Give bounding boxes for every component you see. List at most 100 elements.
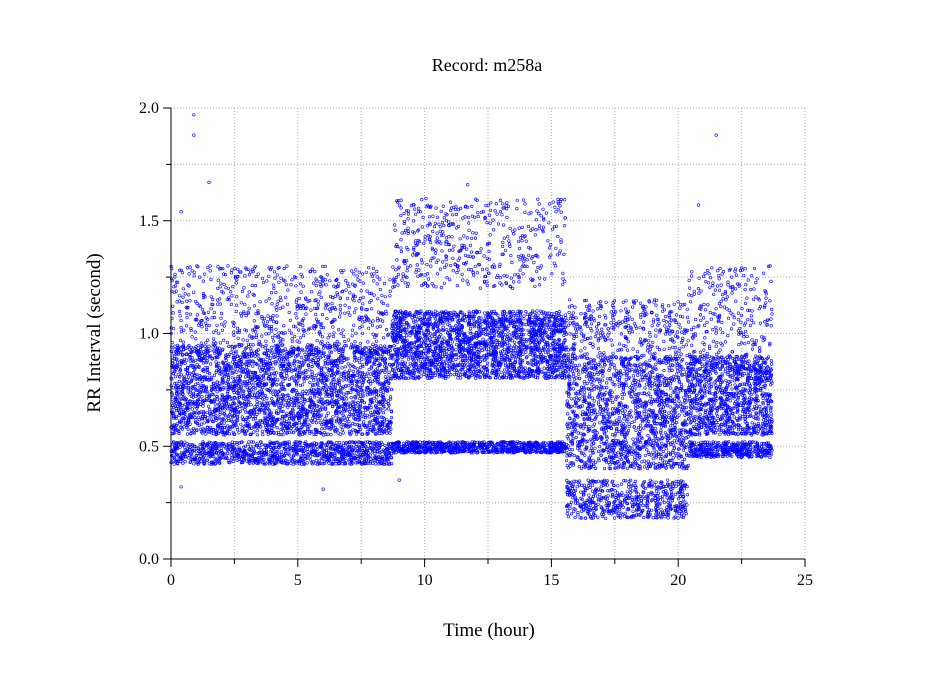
data-point	[247, 440, 251, 444]
data-point	[329, 433, 333, 437]
data-point	[344, 279, 348, 283]
data-point	[225, 391, 230, 395]
data-point	[222, 409, 226, 413]
data-point	[282, 266, 286, 271]
data-point	[384, 368, 388, 372]
data-point	[186, 386, 190, 390]
data-point	[283, 347, 287, 351]
data-point	[277, 334, 281, 339]
data-point	[216, 278, 220, 282]
data-point	[383, 295, 387, 299]
data-point	[259, 369, 263, 373]
data-point	[314, 317, 319, 321]
data-point	[230, 345, 234, 349]
data-point	[204, 341, 208, 345]
data-point	[181, 287, 185, 291]
data-point	[375, 325, 379, 329]
data-point	[298, 336, 303, 340]
data-point	[241, 351, 245, 355]
data-point	[383, 375, 388, 379]
data-point	[387, 373, 391, 377]
data-point	[213, 402, 217, 406]
data-point	[264, 332, 268, 336]
data-point	[373, 449, 377, 453]
data-point	[216, 265, 220, 269]
data-point	[273, 276, 277, 280]
data-point	[207, 392, 211, 396]
data-point	[350, 334, 354, 338]
data-point	[229, 453, 233, 457]
data-point	[240, 289, 244, 294]
data-point	[369, 443, 373, 447]
data-point	[232, 330, 236, 334]
data-point	[370, 307, 374, 311]
data-point	[348, 291, 352, 295]
data-point	[185, 316, 189, 320]
data-point	[354, 307, 358, 311]
data-point	[314, 345, 319, 350]
data-point	[512, 340, 517, 344]
data-point	[239, 301, 243, 305]
data-point	[235, 303, 239, 307]
data-point	[271, 367, 275, 371]
data-point	[318, 420, 322, 425]
data-point	[358, 360, 362, 365]
data-point	[314, 284, 318, 288]
data-point	[371, 342, 375, 346]
data-point	[282, 324, 286, 328]
data-point	[179, 373, 183, 377]
data-point	[194, 337, 198, 341]
data-point	[349, 396, 353, 400]
data-point	[358, 406, 362, 410]
data-point	[328, 333, 332, 337]
data-point	[310, 416, 315, 420]
data-point	[222, 324, 226, 328]
data-point	[208, 411, 212, 415]
data-point	[274, 290, 278, 295]
data-point	[369, 410, 373, 415]
data-point	[215, 323, 219, 327]
data-point	[454, 357, 458, 362]
data-point	[325, 316, 329, 321]
data-point	[368, 420, 372, 424]
data-point	[294, 376, 299, 381]
data-point	[264, 394, 268, 398]
data-point	[298, 282, 303, 286]
data-point	[183, 292, 187, 296]
data-point	[209, 362, 213, 366]
chart-title: Record: m258a	[432, 55, 542, 75]
data-point	[297, 350, 302, 354]
data-point	[282, 367, 286, 371]
data-point	[389, 387, 394, 392]
data-point	[308, 429, 312, 434]
data-point	[205, 454, 209, 458]
data-point	[328, 350, 332, 354]
data-point	[183, 368, 187, 372]
data-point	[288, 318, 293, 323]
data-point	[200, 422, 204, 426]
data-point	[237, 328, 242, 332]
data-point	[328, 309, 333, 313]
data-point	[358, 374, 362, 378]
data-point	[244, 314, 248, 318]
data-point	[265, 279, 269, 283]
data-point	[204, 324, 209, 328]
data-point	[343, 339, 347, 344]
data-point	[231, 285, 235, 289]
data-point	[205, 359, 209, 363]
data-point	[324, 414, 329, 418]
data-point	[178, 314, 182, 318]
data-point	[255, 399, 259, 404]
data-point	[250, 440, 254, 444]
data-point	[322, 459, 326, 464]
data-point	[375, 282, 379, 286]
data-point	[247, 381, 251, 386]
data-point	[278, 306, 282, 311]
data-point	[323, 278, 328, 282]
data-point	[313, 395, 317, 399]
data-point	[372, 360, 377, 364]
data-point	[318, 280, 322, 284]
data-point	[314, 458, 319, 463]
data-point	[302, 379, 306, 383]
data-point	[376, 297, 380, 301]
